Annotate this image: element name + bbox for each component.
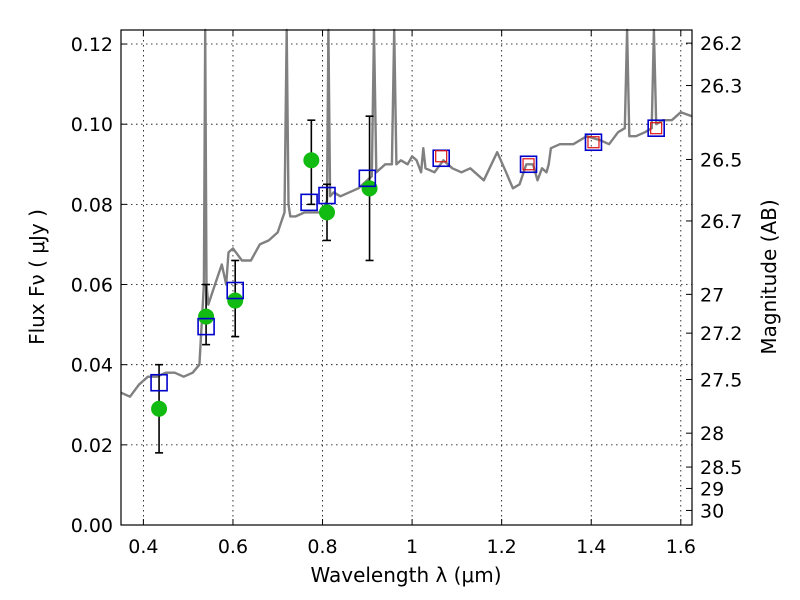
x-tick-label-2: 0.8 [307,536,337,558]
x-tick-labels: 0.4 0.6 0.8 1 1.2 1.4 1.6 [128,536,696,558]
x-tick-label-0: 0.4 [128,536,158,558]
model-phot-square-4 [318,186,336,205]
x-tick-label-5: 1.4 [576,536,606,558]
model-phot-alt-square-0 [435,150,448,163]
y-tick-label-5: 0.10 [71,114,113,136]
y-tick-label-2: 0.04 [71,355,113,377]
observed-point-2 [227,292,244,309]
y-tick-label-0: 0.00 [71,515,113,537]
model-spectrum [120,28,693,398]
observed-point-3 [303,152,320,169]
mag-tick-label-5: 27.2 [700,323,742,345]
model-phot-square-1 [197,317,215,336]
model-phot-square-0 [150,373,168,392]
model-phot-alt-square-3 [650,122,663,135]
observed-point-4 [319,204,336,221]
x-axis-label: Wavelength λ (μm) [310,563,501,587]
model-phot-square-5 [358,169,377,188]
model-phot-square-3 [300,193,318,212]
y-tick-label-4: 0.08 [71,194,113,216]
model-photometry-points [150,119,665,392]
model-phot-square-9 [647,119,665,137]
mag-tick-label-2: 26.5 [700,149,742,171]
observed-point-5 [361,180,378,197]
mag-tick-label-7: 28 [700,423,724,445]
x-tick-label-4: 1.2 [487,536,517,558]
observed-point-1 [198,308,215,325]
model-phot-square-8 [584,133,603,152]
model-phot-alt-square-2 [587,136,600,149]
y-tick-labels: 0.00 0.02 0.04 0.06 0.08 0.10 0.12 [71,34,113,537]
y-axis-label-right: Magnitude (AB) [757,199,781,354]
mag-tick-label-3: 26.7 [700,211,742,233]
observed-points [151,152,378,417]
x-tick-label-3: 1 [406,536,418,558]
mag-tick-label-4: 27 [700,284,724,306]
model-phot-alt-square-1 [522,158,535,171]
plot-frame [120,29,693,526]
x-tick-label-6: 1.6 [666,536,696,558]
model-phot-square-2 [226,281,244,300]
y-tick-label-6: 0.12 [71,34,113,56]
model-phot-square-7 [519,155,538,174]
model-spectrum-line [120,28,693,398]
observed-point-0 [151,400,168,417]
mag-tick-label-6: 27.5 [700,369,742,391]
mag-tick-label-0: 26.2 [700,33,742,55]
y-tick-label-1: 0.02 [71,435,113,457]
x-tick-label-1: 0.6 [218,536,248,558]
tick-marks [121,30,692,526]
y-tick-label-3: 0.06 [71,275,113,297]
mag-tick-label-1: 26.3 [700,76,742,98]
error-bars [155,115,374,454]
y-axis-label: Flux Fν ( μJy ) [25,209,49,345]
mag-tick-label-8: 28.5 [700,457,742,479]
mag-tick-label-9: 29 [700,478,724,500]
mag-tick-label-10: 30 [700,500,724,522]
